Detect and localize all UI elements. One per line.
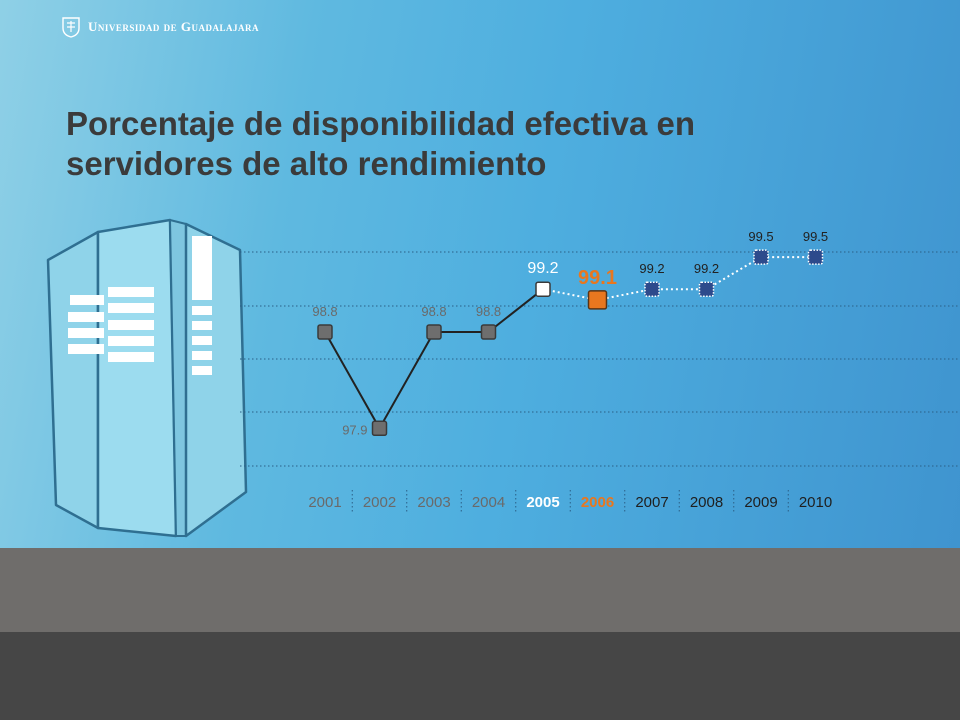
data-point-marker (317, 324, 333, 340)
data-point-marker (698, 281, 715, 297)
footer-band-gray (0, 548, 960, 632)
x-axis-tick-label: 2001 (308, 494, 341, 511)
x-axis-tick-label: 2002 (363, 494, 396, 511)
x-axis-tick-label: 2007 (635, 494, 668, 511)
data-value-label: 99.2 (527, 260, 558, 277)
data-value-label: 99.5 (748, 229, 773, 244)
server-rack-icon (46, 218, 248, 538)
x-axis-tick-label: 2005 (526, 494, 559, 511)
x-axis-tick-label: 2009 (744, 494, 777, 511)
data-point-marker (535, 281, 551, 297)
x-axis-tick-label: 2008 (690, 494, 723, 511)
x-axis-tick-label: 2004 (472, 494, 505, 511)
x-axis-tick-label: 2006 (581, 494, 614, 511)
data-point-marker (644, 281, 660, 297)
data-point-marker (426, 324, 442, 340)
page-title: Porcentaje de disponibilidad efectiva en… (66, 105, 695, 182)
data-value-label: 98.8 (312, 304, 337, 319)
data-point-marker (587, 290, 608, 310)
data-value-label: 99.2 (639, 261, 664, 276)
logo-text: Universidad de Guadalajara (88, 19, 260, 34)
data-value-label: 97.9 (342, 422, 367, 437)
data-value-label: 98.8 (476, 304, 501, 319)
data-value-label: 98.8 (421, 304, 446, 319)
availability-line-chart: 98.8 97.9 98.8 98.8 99.2 99.1 99.2 99.2 99.5 99.5… (46, 218, 960, 538)
logo: Universidad de Guadalajara (62, 16, 259, 38)
data-point-marker (753, 249, 769, 265)
data-point-marker (807, 249, 824, 265)
university-crest-icon (62, 17, 80, 38)
data-point-marker (480, 324, 497, 340)
slide-background: Universidad de Guadalajara Porcentaje de… (0, 0, 960, 548)
x-axis-tick-label: 2010 (799, 494, 832, 511)
x-axis-tick-label: 2003 (417, 494, 450, 511)
data-value-label: 99.2 (694, 261, 719, 276)
data-value-label: 99.5 (803, 229, 828, 244)
footer-band-dark (0, 632, 960, 720)
data-point-marker (371, 420, 388, 437)
data-value-label: 99.1 (578, 267, 617, 289)
